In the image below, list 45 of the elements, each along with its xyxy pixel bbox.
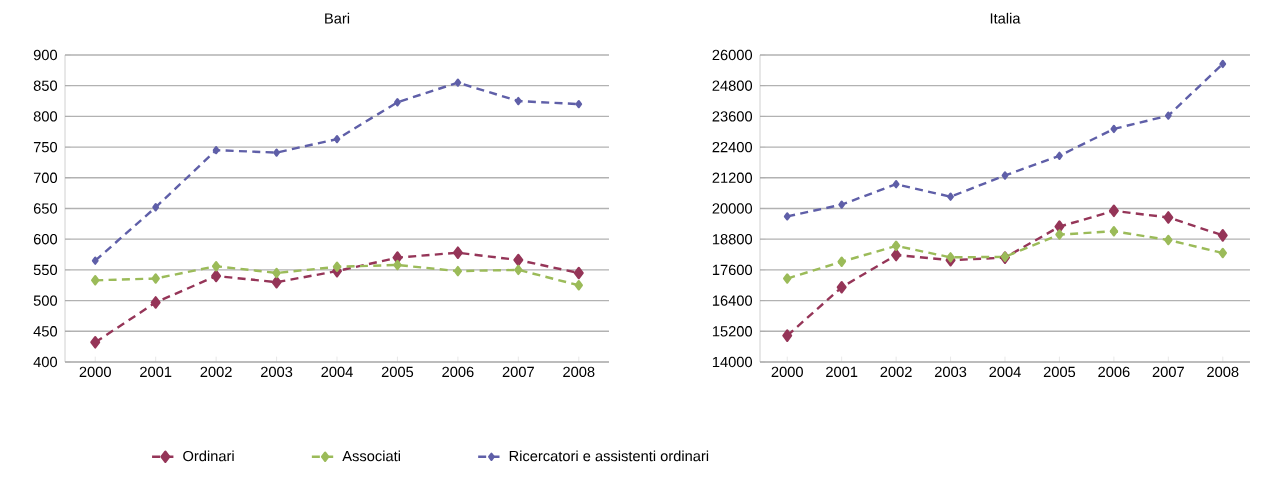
y-tick-label: 23600 (712, 111, 753, 122)
x-tick-label: 2005 (381, 366, 414, 378)
y-tick-label: 550 (33, 264, 58, 276)
y-tick-label: 20000 (712, 203, 753, 214)
x-tick-label: 2006 (1098, 366, 1130, 378)
y-tick-label: 16400 (712, 295, 753, 306)
x-tick-label: 2001 (826, 366, 858, 378)
y-tick-label: 500 (33, 295, 58, 306)
y-tick-label: 26000 (712, 49, 753, 61)
x-tick-label: 2004 (989, 366, 1021, 378)
y-tick-label: 800 (33, 111, 58, 122)
x-tick-label: 2000 (79, 366, 111, 378)
y-tick-label: 18800 (712, 234, 753, 245)
y-tick-label: 15200 (712, 326, 753, 337)
legend-label: Ordinari (183, 450, 234, 462)
x-tick-label: 2006 (442, 366, 474, 378)
x-tick-label: 2002 (880, 366, 912, 378)
y-tick-label: 450 (33, 326, 58, 337)
legend-label: Ricercatori e assistenti ordinari (509, 450, 709, 462)
x-tick-label: 2004 (321, 366, 353, 378)
y-tick-label: 24800 (712, 80, 753, 91)
y-tick-label: 750 (33, 141, 58, 153)
y-tick-label: 17600 (712, 264, 753, 276)
y-tick-label: 21200 (712, 172, 753, 183)
chart-title: Italia (990, 12, 1021, 24)
x-tick-label: 2008 (563, 366, 595, 378)
legend-label: Associati (342, 450, 400, 462)
y-tick-label: 650 (33, 203, 58, 214)
chart-title: Bari (325, 12, 350, 24)
y-tick-label: 900 (33, 49, 58, 61)
x-tick-label: 2008 (1207, 366, 1239, 378)
y-tick-label: 700 (33, 172, 58, 183)
x-tick-label: 2000 (771, 366, 803, 378)
y-tick-label: 22400 (712, 141, 753, 153)
x-tick-label: 2002 (200, 366, 232, 378)
x-tick-label: 2005 (1043, 366, 1076, 378)
x-tick-label: 2003 (260, 366, 293, 378)
x-tick-label: 2003 (934, 366, 967, 378)
y-tick-label: 600 (33, 234, 58, 245)
y-tick-label: 850 (33, 80, 58, 91)
y-tick-label: 14000 (712, 356, 753, 368)
x-tick-label: 2001 (140, 366, 172, 378)
x-tick-label: 2007 (1152, 366, 1184, 378)
y-tick-label: 400 (33, 356, 58, 368)
x-tick-label: 2007 (502, 366, 534, 378)
